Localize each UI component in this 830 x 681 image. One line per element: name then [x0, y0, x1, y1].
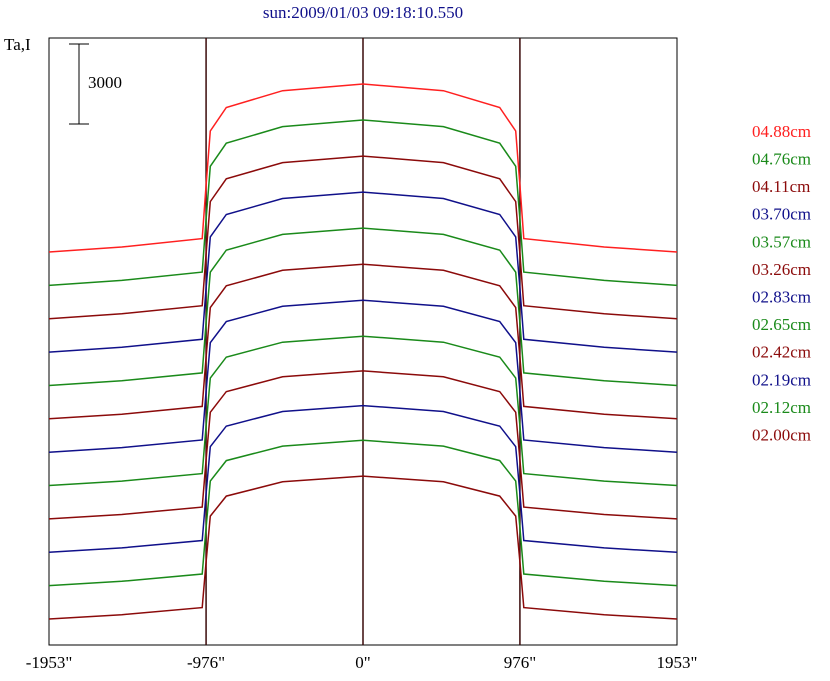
series-line — [48, 475, 678, 620]
series-line — [48, 335, 678, 487]
chart-title: sun:2009/01/03 09:18:10.550 — [263, 3, 463, 22]
x-tick-label: -1953" — [26, 653, 73, 672]
x-tick-label: 976" — [504, 653, 536, 672]
legend-entry: 03.70cm — [752, 205, 811, 224]
legend-entry: 02.00cm — [752, 426, 811, 445]
series-line — [48, 439, 678, 587]
x-tick-label: 0" — [355, 653, 370, 672]
series-line — [48, 263, 678, 420]
legend-entry: 03.57cm — [752, 232, 811, 251]
series-line — [48, 119, 678, 287]
legend-entry: 04.11cm — [752, 177, 810, 196]
series-line — [48, 83, 678, 253]
legend-entry: 02.19cm — [752, 370, 811, 389]
legend-entry: 02.42cm — [752, 343, 811, 362]
y-axis-label: Ta,I — [4, 35, 31, 54]
series-line — [48, 191, 678, 353]
legend-entry: 03.26cm — [752, 260, 811, 279]
legend-entry: 04.76cm — [752, 150, 811, 169]
scale-bar-label: 3000 — [88, 73, 122, 92]
x-tick-label: 1953" — [657, 653, 698, 672]
legend-entry: 04.88cm — [752, 122, 811, 141]
legend-entry: 02.83cm — [752, 288, 811, 307]
series-line — [48, 155, 678, 320]
x-tick-label: -976" — [187, 653, 225, 672]
scale-bar — [69, 43, 89, 125]
series-line — [48, 227, 678, 387]
series-line — [48, 370, 678, 520]
series-line — [48, 299, 678, 453]
series-line — [48, 404, 678, 554]
legend-entry: 02.65cm — [752, 315, 811, 334]
legend-entry: 02.12cm — [752, 398, 811, 417]
